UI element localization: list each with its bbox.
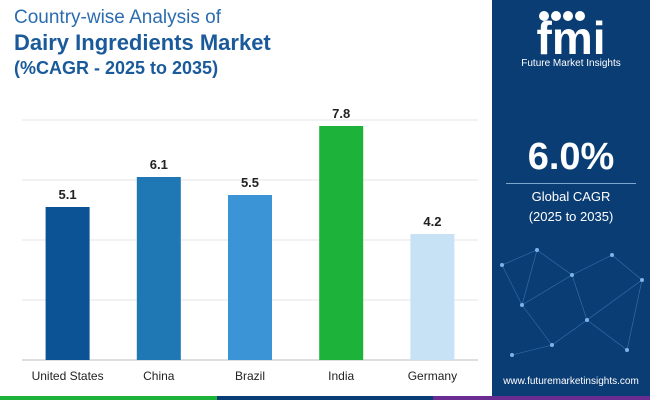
bar-united-states xyxy=(45,207,90,360)
kpi-divider xyxy=(506,183,636,184)
bar-chart: 5.1 United States 6.1 China 5.5 Brazil 7.8 Indi… xyxy=(22,106,478,383)
sidebar: fmi Future Market Insights 6.0% Global C… xyxy=(492,0,650,400)
bar-china xyxy=(136,177,181,360)
x-tick-label: Brazil xyxy=(235,369,265,383)
svg-text:fmi: fmi xyxy=(537,12,606,64)
x-tick-label: India xyxy=(328,369,354,383)
global-cagr-value: 6.0% xyxy=(527,136,615,178)
global-cagr-label-line-2: (2025 to 2035) xyxy=(528,209,614,224)
x-tick-label: United States xyxy=(32,369,104,383)
x-tick-label: Germany xyxy=(408,369,457,383)
network-graphic-icon xyxy=(500,248,644,357)
website-link[interactable]: www.futuremarketinsights.com xyxy=(503,376,639,387)
x-tick-label: China xyxy=(143,369,175,383)
data-label: 5.1 xyxy=(59,187,77,202)
logo-caption: Future Market Insights xyxy=(521,58,621,69)
data-label: 6.1 xyxy=(150,157,168,172)
strip-segment xyxy=(0,396,217,400)
title-line-3: (%CAGR - 2025 to 2035) xyxy=(14,58,219,78)
data-label: 5.5 xyxy=(241,175,259,190)
bar-germany xyxy=(410,234,455,360)
data-label: 7.8 xyxy=(332,106,350,121)
strip-segment xyxy=(216,396,434,400)
data-label: 4.2 xyxy=(423,214,441,229)
global-cagr-label-line-1: Global CAGR xyxy=(531,189,611,204)
title-line-1: Country-wise Analysis of xyxy=(14,7,221,28)
strip-segment xyxy=(433,396,650,400)
chart-title: Country-wise Analysis of Dairy Ingredien… xyxy=(14,6,271,80)
bar-brazil xyxy=(228,195,272,360)
bottom-color-strip xyxy=(0,396,650,400)
title-line-2: Dairy Ingredients Market xyxy=(14,30,271,55)
fmi-logo-icon: fmi xyxy=(537,11,606,64)
bar-india xyxy=(319,126,364,360)
global-cagr-label: Global CAGR (2025 to 2035) xyxy=(492,187,650,227)
